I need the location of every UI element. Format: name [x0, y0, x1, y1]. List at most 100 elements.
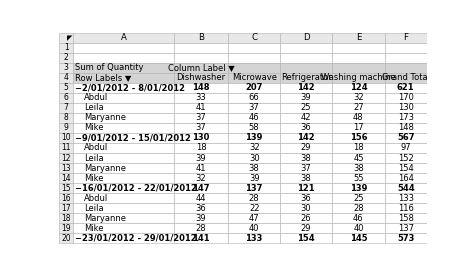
Text: 36: 36 [301, 193, 311, 202]
Text: 66: 66 [249, 93, 260, 102]
Bar [385, 223, 427, 233]
Bar [280, 223, 332, 233]
Bar [59, 213, 73, 223]
Bar [73, 143, 174, 153]
Text: ◤: ◤ [67, 35, 73, 41]
Text: 33: 33 [196, 93, 207, 102]
Text: 41: 41 [196, 164, 206, 173]
Bar [228, 173, 280, 183]
Bar [332, 153, 385, 163]
Bar [73, 183, 174, 193]
Bar [228, 233, 280, 243]
Bar [73, 163, 174, 173]
Text: 25: 25 [301, 104, 311, 112]
Text: 3: 3 [64, 63, 69, 72]
Text: 12: 12 [62, 153, 71, 162]
Bar [73, 123, 174, 133]
Bar [59, 53, 73, 63]
Bar [59, 163, 73, 173]
Bar [59, 203, 73, 213]
Text: 32: 32 [196, 173, 206, 182]
Bar [385, 113, 427, 123]
Text: 55: 55 [353, 173, 364, 182]
Text: 39: 39 [301, 93, 311, 102]
Text: −9/01/2012 - 15/01/2012: −9/01/2012 - 15/01/2012 [75, 133, 191, 142]
Text: 6: 6 [64, 93, 69, 102]
Bar [59, 153, 73, 163]
Bar [280, 93, 332, 103]
Bar [385, 123, 427, 133]
Bar [174, 73, 228, 83]
Text: 39: 39 [196, 153, 206, 162]
Bar [73, 83, 174, 93]
Text: 567: 567 [397, 133, 414, 142]
Bar [174, 223, 228, 233]
Bar [332, 113, 385, 123]
Bar [332, 233, 385, 243]
Bar [73, 193, 174, 203]
Bar [73, 93, 174, 103]
Bar [280, 113, 332, 123]
Bar [73, 173, 174, 183]
Text: 14: 14 [62, 173, 71, 182]
Bar [59, 113, 73, 123]
Bar [174, 53, 228, 63]
Bar [280, 173, 332, 183]
Bar [332, 203, 385, 213]
Text: 29: 29 [301, 224, 311, 233]
Bar [228, 93, 280, 103]
Bar [174, 83, 228, 93]
Bar [59, 143, 73, 153]
Bar [73, 203, 174, 213]
Text: 28: 28 [249, 193, 259, 202]
Text: 148: 148 [398, 124, 414, 132]
Bar [385, 213, 427, 223]
Bar [228, 103, 280, 113]
Text: 30: 30 [301, 204, 311, 213]
Bar [59, 123, 73, 133]
Text: 7: 7 [64, 104, 69, 112]
Text: 2: 2 [64, 53, 69, 62]
Bar [228, 73, 280, 83]
Bar [385, 233, 427, 243]
Text: 40: 40 [249, 224, 259, 233]
Text: 158: 158 [398, 213, 414, 222]
Bar [73, 113, 174, 123]
Bar [332, 73, 385, 83]
Bar [332, 223, 385, 233]
Text: Maryanne: Maryanne [84, 113, 126, 122]
Bar [385, 163, 427, 173]
Text: 147: 147 [192, 184, 210, 193]
Bar [174, 143, 228, 153]
Bar [385, 63, 427, 73]
Bar [385, 153, 427, 163]
Text: 40: 40 [353, 224, 364, 233]
Bar [280, 183, 332, 193]
Bar [228, 43, 280, 53]
Text: 544: 544 [397, 184, 414, 193]
Bar [385, 183, 427, 193]
Text: 139: 139 [246, 133, 263, 142]
Bar [280, 43, 332, 53]
Bar [73, 153, 174, 163]
Bar [59, 183, 73, 193]
Text: 39: 39 [196, 213, 206, 222]
Bar [59, 173, 73, 183]
Bar [174, 203, 228, 213]
Text: Maryanne: Maryanne [84, 164, 126, 173]
Text: Microwave: Microwave [232, 73, 277, 82]
Text: A: A [121, 33, 127, 42]
Text: Row Labels ▼: Row Labels ▼ [75, 73, 131, 82]
Text: 36: 36 [196, 204, 207, 213]
Text: C: C [251, 33, 257, 42]
Bar [59, 233, 73, 243]
Bar [73, 53, 174, 63]
Text: 145: 145 [350, 233, 367, 242]
Bar [332, 163, 385, 173]
Text: Grand Total: Grand Total [382, 73, 429, 82]
Text: 17: 17 [353, 124, 364, 132]
Bar [174, 193, 228, 203]
Bar [73, 223, 174, 233]
Text: 37: 37 [196, 113, 207, 122]
Bar [228, 143, 280, 153]
